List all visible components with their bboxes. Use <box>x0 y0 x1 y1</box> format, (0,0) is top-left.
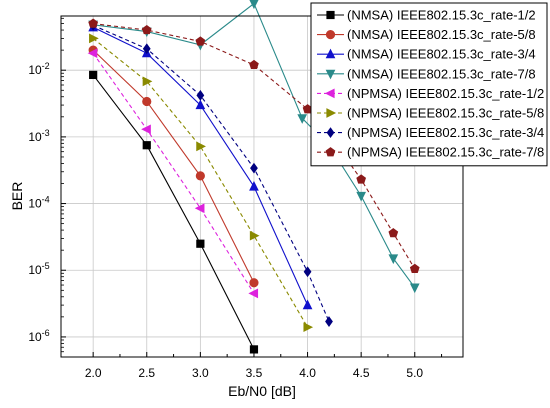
y-tick-label: 10-4 <box>28 195 49 211</box>
legend-item: (NMSA) IEEE802.15.3c_rate-7/8 <box>317 66 536 81</box>
x-tick-label: 3.5 <box>246 366 263 380</box>
legend-item: (NPMSA) IEEE802.15.3c_rate-5/8 <box>317 106 544 121</box>
data-point <box>87 48 98 59</box>
series-line <box>92 37 309 328</box>
data-point <box>89 70 98 80</box>
data-point <box>356 174 367 184</box>
series <box>89 70 259 354</box>
legend-swatch-marker <box>325 29 336 40</box>
data-point <box>194 203 205 214</box>
y-axis-title: BER <box>9 182 25 211</box>
legend-swatch-marker <box>324 88 335 99</box>
legend-swatch-marker <box>326 127 335 138</box>
y-tick-label: 10-3 <box>28 128 49 144</box>
legend-swatch-marker <box>325 69 336 80</box>
series <box>88 45 259 288</box>
data-point <box>325 316 333 327</box>
x-tick-label: 3.0 <box>192 366 209 380</box>
data-point <box>248 288 259 299</box>
legend-item: (NPMSA) IEEE802.15.3c_rate-7/8 <box>317 145 544 160</box>
series <box>88 18 420 273</box>
legend-swatch-marker <box>326 10 335 20</box>
x-axis-title: Eb/N0 [dB] <box>228 383 296 399</box>
y-tick-label: 10-2 <box>28 61 49 77</box>
series <box>87 48 259 299</box>
data-point <box>89 33 99 44</box>
data-point <box>409 263 420 273</box>
legend-label: (NMSA) IEEE802.15.3c_rate-7/8 <box>347 66 536 81</box>
data-point <box>195 99 206 110</box>
data-point <box>195 36 206 46</box>
data-point <box>195 171 205 181</box>
axis-ticks: 2.0 2.5 3.0 3.5 4.0 4.5 5.0 10-6 10-5 10-4 10-3 10-… <box>28 17 443 380</box>
data-point <box>356 191 367 202</box>
legend-swatch-marker <box>326 108 337 118</box>
legend-item: (NMSA) IEEE802.15.3c_rate-3/4 <box>317 47 536 62</box>
data-point <box>196 239 205 248</box>
data-point <box>303 322 314 333</box>
series-line <box>92 49 255 283</box>
data-point <box>88 18 99 28</box>
data-point <box>196 89 205 101</box>
data-point <box>196 141 206 152</box>
data-point <box>388 228 399 238</box>
legend-label: (NMSA) IEEE802.15.3c_rate-3/4 <box>347 47 536 62</box>
plot-frame <box>60 15 464 358</box>
data-point <box>302 299 313 310</box>
data-point <box>249 180 259 191</box>
data-point <box>142 43 151 55</box>
legend-label: (NMSA) IEEE802.15.3c_rate-1/2 <box>347 8 536 23</box>
x-tick-label: 2.0 <box>85 366 102 380</box>
data-point <box>249 59 259 70</box>
data-point <box>142 141 151 150</box>
legend-label: (NMSA) IEEE802.15.3c_rate-5/8 <box>347 27 536 42</box>
series <box>89 33 314 333</box>
series <box>88 21 313 310</box>
series-line <box>92 24 330 322</box>
series-line <box>92 74 255 350</box>
x-tick-label: 5.0 <box>406 366 423 380</box>
legend-swatch-marker <box>325 48 336 59</box>
legend-label: (NPMSA) IEEE802.15.3c_rate-3/4 <box>347 125 544 140</box>
data-point <box>249 0 259 10</box>
legend-label: (NPMSA) IEEE802.15.3c_rate-1/2 <box>347 86 544 101</box>
plot-series <box>87 0 420 354</box>
series-line <box>93 23 416 270</box>
legend-swatch-marker <box>325 147 336 157</box>
y-tick-label: 10-5 <box>28 261 49 277</box>
legend-label: (NPMSA) IEEE802.15.3c_rate-7/8 <box>347 145 544 160</box>
legend-label: (NPMSA) IEEE802.15.3c_rate-5/8 <box>347 106 544 121</box>
data-point <box>297 114 308 124</box>
legend-box <box>310 2 548 167</box>
legend-item: (NPMSA) IEEE802.15.3c_rate-3/4 <box>317 125 544 140</box>
data-point <box>142 76 153 87</box>
y-tick-label: 10-6 <box>28 328 49 344</box>
legend: (NMSA) IEEE802.15.3c_rate-1/2 (NMSA) IEEE… <box>310 2 548 167</box>
data-point <box>249 345 259 354</box>
legend-item: (NMSA) IEEE802.15.3c_rate-1/2 <box>317 8 536 23</box>
data-point <box>249 230 260 241</box>
legend-item: (NPMSA) IEEE802.15.3c_rate-1/2 <box>317 86 544 101</box>
data-point <box>141 124 151 135</box>
x-tick-label: 4.0 <box>299 366 316 380</box>
data-point <box>250 162 258 174</box>
x-tick-label: 2.5 <box>138 366 155 380</box>
data-point <box>249 278 259 288</box>
data-point <box>141 24 152 35</box>
data-point <box>388 254 399 265</box>
data-point <box>409 283 420 294</box>
data-point <box>142 96 152 107</box>
legend-item: (NMSA) IEEE802.15.3c_rate-5/8 <box>317 27 536 42</box>
x-tick-label: 4.5 <box>353 366 370 380</box>
series-line <box>92 52 255 294</box>
data-point <box>303 266 312 278</box>
